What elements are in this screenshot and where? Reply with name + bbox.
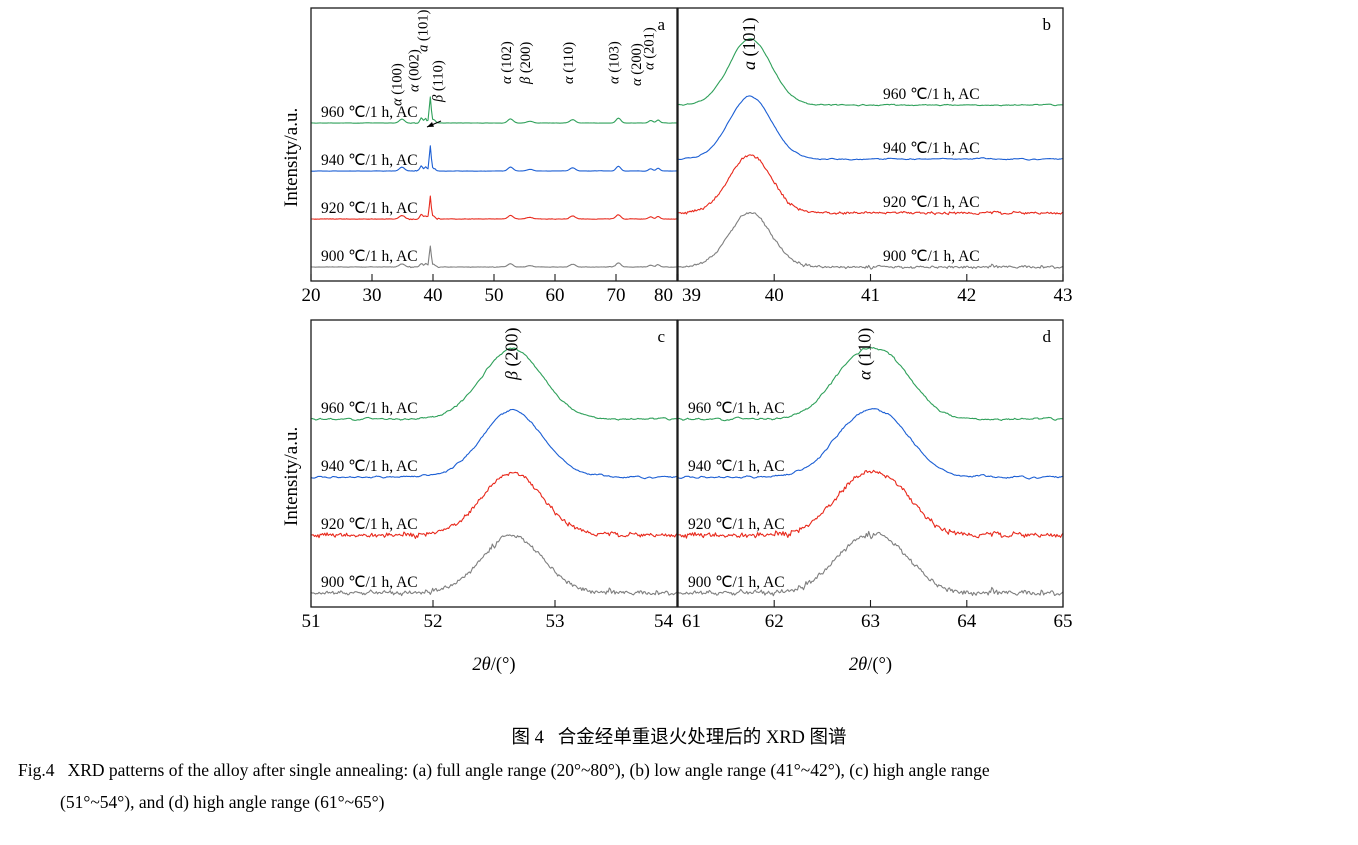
svg-text:920 ℃/1 h, AC: 920 ℃/1 h, AC	[883, 194, 980, 211]
svg-text:62: 62	[765, 611, 784, 632]
svg-text:d: d	[1043, 327, 1052, 346]
svg-text:920 ℃/1 h, AC: 920 ℃/1 h, AC	[321, 200, 418, 217]
svg-text:α (103): α (103)	[607, 41, 623, 84]
svg-text:900 ℃/1 h, AC: 900 ℃/1 h, AC	[321, 248, 418, 265]
svg-text:41: 41	[861, 285, 880, 306]
svg-text:70: 70	[607, 285, 626, 306]
svg-text:900 ℃/1 h, AC: 900 ℃/1 h, AC	[883, 248, 980, 265]
svg-text:61: 61	[682, 611, 701, 632]
svg-text:α (110): α (110)	[855, 328, 876, 380]
svg-text:α (110): α (110)	[561, 42, 577, 84]
svg-text:a (101): a (101)	[739, 18, 760, 71]
svg-text:20: 20	[302, 285, 321, 306]
svg-text:β (110): β (110)	[430, 60, 446, 103]
svg-text:40: 40	[424, 285, 443, 306]
svg-text:c: c	[657, 327, 665, 346]
svg-text:940 ℃/1 h, AC: 940 ℃/1 h, AC	[688, 458, 785, 475]
svg-text:900 ℃/1 h, AC: 900 ℃/1 h, AC	[688, 574, 785, 591]
svg-text:920 ℃/1 h, AC: 920 ℃/1 h, AC	[688, 516, 785, 533]
svg-text:40: 40	[765, 285, 784, 306]
svg-text:60: 60	[546, 285, 565, 306]
svg-text:960 ℃/1 h, AC: 960 ℃/1 h, AC	[688, 400, 785, 417]
svg-text:α (102): α (102)	[499, 41, 515, 84]
svg-text:960 ℃/1 h, AC: 960 ℃/1 h, AC	[883, 86, 980, 103]
svg-text:39: 39	[682, 285, 701, 306]
svg-text:53: 53	[546, 611, 565, 632]
svg-text:α (002): α (002)	[407, 49, 423, 92]
svg-text:940 ℃/1 h, AC: 940 ℃/1 h, AC	[321, 458, 418, 475]
svg-text:50: 50	[485, 285, 504, 306]
svg-text:940 ℃/1 h, AC: 940 ℃/1 h, AC	[321, 152, 418, 169]
svg-text:β (200): β (200)	[518, 42, 534, 85]
svg-text:51: 51	[302, 611, 321, 632]
svg-text:64: 64	[957, 611, 977, 632]
svg-text:a (101): a (101)	[416, 10, 432, 52]
svg-text:α (201): α (201)	[641, 27, 657, 70]
svg-text:30: 30	[363, 285, 382, 306]
svg-text:80: 80	[654, 285, 673, 306]
svg-text:920 ℃/1 h, AC: 920 ℃/1 h, AC	[321, 516, 418, 533]
svg-text:b: b	[1043, 15, 1052, 34]
svg-text:52: 52	[424, 611, 443, 632]
svg-text:43: 43	[1054, 285, 1073, 306]
svg-text:a: a	[657, 15, 665, 34]
svg-text:β (200): β (200)	[501, 328, 522, 381]
svg-text:54: 54	[654, 611, 674, 632]
svg-text:960 ℃/1 h, AC: 960 ℃/1 h, AC	[321, 400, 418, 417]
svg-text:900 ℃/1 h, AC: 900 ℃/1 h, AC	[321, 574, 418, 591]
svg-text:42: 42	[957, 285, 976, 306]
svg-text:65: 65	[1054, 611, 1073, 632]
svg-text:63: 63	[861, 611, 880, 632]
svg-text:α (100): α (100)	[389, 63, 405, 106]
svg-text:940 ℃/1 h, AC: 940 ℃/1 h, AC	[883, 140, 980, 157]
